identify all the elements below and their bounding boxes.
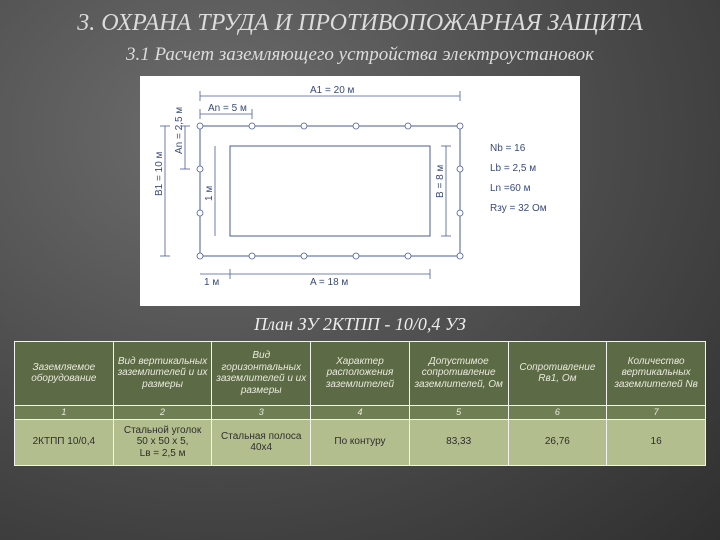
table-header-row: Заземляемое оборудование Вид вертикальны… xyxy=(15,341,706,405)
cell-nv: 16 xyxy=(607,419,706,465)
col-num: 3 xyxy=(212,405,311,419)
inner-rect xyxy=(230,146,430,236)
dim-1m-left: 1 м xyxy=(204,185,215,200)
cell-vertical: Стальной уголок 50 х 50 х 5, Lв = 2,5 м xyxy=(113,419,212,465)
dim-1m-bottom: 1 м xyxy=(204,277,219,288)
cell-layout: По контуру xyxy=(311,419,410,465)
diagram-svg: A1 = 20 м An = 5 м B1 = 10 м An = 2,5 м … xyxy=(140,76,580,306)
col-header: Допустимое сопротивление заземлителей, О… xyxy=(409,341,508,405)
cell-equipment: 2КТПП 10/0,4 xyxy=(15,419,114,465)
col-header: Характер расположения заземлителей xyxy=(311,341,410,405)
section-title: 3. ОХРАНА ТРУДА И ПРОТИВОПОЖАРНАЯ ЗАЩИТА xyxy=(0,0,720,38)
param-nb: Nb = 16 xyxy=(490,143,526,154)
table-row: 2КТПП 10/0,4 Стальной уголок 50 х 50 х 5… xyxy=(15,419,706,465)
section-subtitle: 3.1 Расчет заземляющего устройства элект… xyxy=(0,38,720,72)
dim-an: An = 5 м xyxy=(208,103,247,114)
col-header: Количество вертикальных заземлителей Nв xyxy=(607,341,706,405)
col-header: Заземляемое оборудование xyxy=(15,341,114,405)
param-lb: Lb = 2,5 м xyxy=(490,163,536,174)
dim-a: A = 18 м xyxy=(310,277,348,288)
col-num: 1 xyxy=(15,405,114,419)
col-num: 2 xyxy=(113,405,212,419)
col-num: 6 xyxy=(508,405,607,419)
table-number-row: 1 2 3 4 5 6 7 xyxy=(15,405,706,419)
diagram-caption: План ЗУ 2КТПП - 10/0,4 УЗ xyxy=(0,310,720,341)
grounding-table: Заземляемое оборудование Вид вертикальны… xyxy=(14,341,706,466)
col-header: Вид горизонтальных заземлителей и их раз… xyxy=(212,341,311,405)
param-ln: Ln =60 м xyxy=(490,183,531,194)
dim-b1: B1 = 10 м xyxy=(154,151,165,196)
grounding-plan-diagram: A1 = 20 м An = 5 м B1 = 10 м An = 2,5 м … xyxy=(140,76,580,306)
col-num: 7 xyxy=(607,405,706,419)
dim-b: B = 8 м xyxy=(435,164,446,197)
cell-rallow: 83,33 xyxy=(409,419,508,465)
col-num: 5 xyxy=(409,405,508,419)
dim-bn: An = 2,5 м xyxy=(174,106,185,153)
col-header: Сопротивление Rв1, Ом xyxy=(508,341,607,405)
col-header: Вид вертикальных заземлителей и их разме… xyxy=(113,341,212,405)
dim-a1: A1 = 20 м xyxy=(310,85,355,96)
col-num: 4 xyxy=(311,405,410,419)
cell-horizontal: Стальная полоса 40х4 xyxy=(212,419,311,465)
cell-rv1: 26,76 xyxy=(508,419,607,465)
param-rzy: Rзу = 32 Ом xyxy=(490,203,547,214)
